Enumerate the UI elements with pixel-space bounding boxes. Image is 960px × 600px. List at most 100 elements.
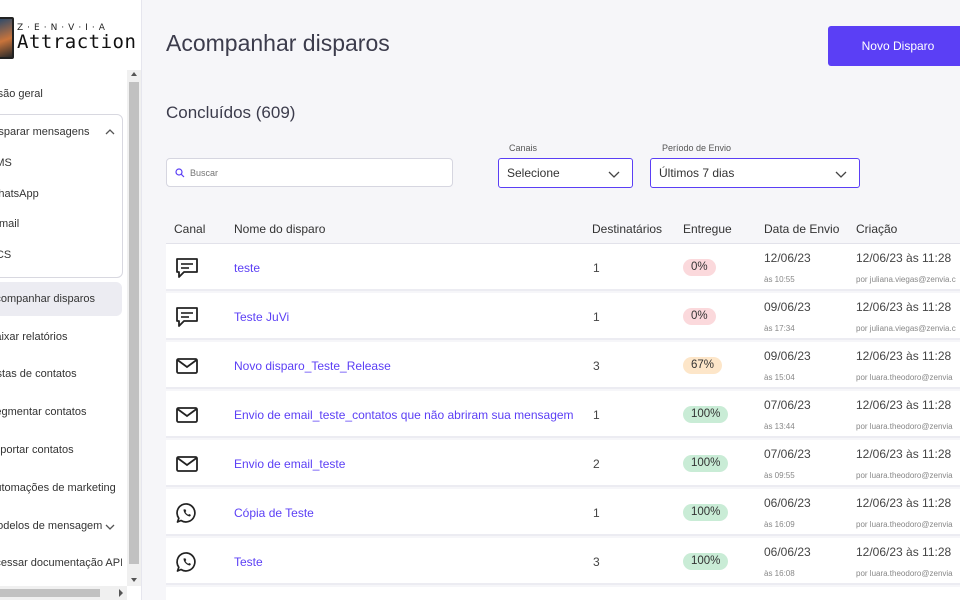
send-name-link[interactable]: Teste	[234, 555, 263, 569]
main-content: Acompanhar disparos Novo Disparo Concluí…	[142, 0, 960, 600]
sidebar-item-api-docs[interactable]: Acessar documentação API	[0, 555, 122, 571]
sms-icon	[176, 307, 198, 327]
send-date: 06/06/23	[764, 496, 811, 510]
created-date: 12/06/23 às 11:28	[856, 545, 952, 559]
whatsapp-icon	[176, 552, 196, 572]
table-row[interactable]: Novo disparo_Teste_Release 3 67% 09/06/2…	[166, 342, 960, 389]
recipients-count: 1	[593, 310, 600, 324]
created-by: por luara.theodoro@zenvia	[856, 471, 953, 480]
col-header-recipients[interactable]: Destinatários	[592, 222, 663, 236]
scroll-down-arrow-icon[interactable]	[131, 578, 137, 582]
sidebar-item-label: WhatsApp	[0, 188, 39, 200]
delivered-badge: 100%	[683, 455, 729, 472]
created-by: por juliana.viegas@zenvia.c	[856, 275, 956, 284]
created-by: por luara.theodoro@zenvia	[856, 520, 953, 529]
created-by: por luara.theodoro@zenvia	[856, 422, 953, 431]
new-send-button[interactable]: Novo Disparo	[828, 26, 960, 66]
table-row[interactable]: Teste JuVi 1 0% 09/06/23 às 17:34 12/06/…	[166, 293, 960, 340]
send-time: às 16:08	[764, 569, 795, 578]
sidebar-item-track-sends[interactable]: Acompanhar disparos	[0, 282, 122, 316]
sms-icon	[176, 258, 198, 278]
recipients-count: 1	[593, 506, 600, 520]
created-date: 12/06/23 às 11:28	[856, 251, 952, 265]
sidebar-item-email[interactable]: E-mail	[0, 216, 122, 232]
email-icon	[176, 358, 198, 374]
delivered-badge: 67%	[683, 357, 723, 374]
channels-label: Canais	[509, 143, 538, 153]
col-header-channel[interactable]: Canal	[174, 222, 206, 236]
recipients-count: 3	[593, 555, 600, 569]
scroll-up-arrow-icon[interactable]	[131, 72, 137, 76]
sidebar-item-marketing-automations[interactable]: Automações de marketing	[0, 480, 122, 496]
sidebar-item-label: Listas de contatos	[0, 368, 77, 380]
col-header-created[interactable]: Criação	[856, 222, 898, 236]
table-row[interactable]	[166, 587, 960, 600]
send-name-link[interactable]: Envio de email_teste	[234, 457, 346, 471]
send-time: às 15:04	[764, 373, 795, 382]
sidebar-horizontal-scrollbar[interactable]	[0, 586, 127, 600]
sidebar-item-overview[interactable]: Visão geral	[0, 86, 122, 102]
col-header-name[interactable]: Nome do disparo	[234, 222, 326, 236]
send-date: 07/06/23	[764, 447, 811, 461]
search-field[interactable]	[166, 158, 453, 187]
send-time: às 10:55	[764, 275, 795, 284]
sidebar-item-send-messages[interactable]: Disparar mensagens	[0, 124, 122, 140]
sidebar-item-label: Segmentar contatos	[0, 406, 87, 418]
sidebar-item-label: E-mail	[0, 218, 20, 230]
created-date: 12/06/23 às 11:28	[856, 349, 952, 363]
sidebar-item-label: Acompanhar disparos	[0, 293, 96, 305]
scroll-thumb[interactable]	[129, 82, 139, 564]
sidebar-item-label: Modelos de mensagem	[0, 520, 103, 532]
period-select-value: Últimos 7 dias	[659, 166, 735, 180]
send-name-link[interactable]: Envio de email_teste_contatos que não ab…	[234, 408, 574, 422]
created-by: por luara.theodoro@zenvia	[856, 569, 953, 578]
send-name-link[interactable]: Novo disparo_Teste_Release	[234, 359, 391, 373]
sidebar-item-sms[interactable]: SMS	[0, 155, 122, 171]
sidebar-item-contact-lists[interactable]: Listas de contatos	[0, 366, 122, 382]
table-row[interactable]: Cópia de Teste 1 100% 06/06/23 às 16:09 …	[166, 489, 960, 536]
send-name-link[interactable]: teste	[234, 261, 261, 275]
created-by: por luara.theodoro@zenvia	[856, 373, 953, 382]
sidebar-item-label: Visão geral	[0, 88, 43, 100]
delivered-badge: 100%	[683, 406, 729, 423]
chevron-down-icon	[608, 171, 620, 178]
hscroll-thumb[interactable]	[0, 589, 100, 597]
sidebar-vertical-scrollbar[interactable]	[127, 70, 141, 586]
table-row[interactable]: teste 1 0% 12/06/23 às 10:55 12/06/23 às…	[166, 244, 960, 291]
delivered-badge: 100%	[683, 504, 729, 521]
sidebar-item-rcs[interactable]: RCS	[0, 247, 122, 263]
channels-select[interactable]: Selecione	[498, 158, 633, 188]
email-icon	[176, 456, 198, 472]
sidebar-item-segment-contacts[interactable]: Segmentar contatos	[0, 404, 122, 420]
search-input[interactable]	[190, 167, 430, 178]
sidebar-item-label: Disparar mensagens	[0, 126, 90, 138]
send-time: às 16:09	[764, 520, 795, 529]
sidebar-item-whatsapp[interactable]: WhatsApp	[0, 186, 122, 202]
delivered-badge: 0%	[683, 259, 716, 276]
table-row[interactable]: Envio de email_teste 2 100% 07/06/23 às …	[166, 440, 960, 487]
sidebar-item-label: SMS	[0, 157, 12, 169]
recipients-count: 1	[593, 408, 600, 422]
col-header-send-date[interactable]: Data de Envio	[764, 222, 840, 236]
chevron-down-icon	[105, 524, 115, 530]
period-select[interactable]: Últimos 7 dias	[650, 158, 860, 188]
col-header-delivered[interactable]: Entregue	[683, 222, 732, 236]
sidebar-item-message-templates[interactable]: Modelos de mensagem	[0, 518, 122, 534]
scroll-right-arrow-icon[interactable]	[119, 589, 123, 597]
chevron-up-icon	[105, 129, 115, 135]
logo-brand: Z·E·N·V·I·A	[17, 23, 109, 33]
chevron-down-icon	[835, 171, 847, 178]
logo[interactable]: Z·E·N·V·I·A Attraction	[0, 16, 136, 60]
send-name-link[interactable]: Teste JuVi	[234, 310, 290, 324]
send-name-link[interactable]: Cópia de Teste	[234, 506, 314, 520]
recipients-count: 2	[593, 457, 600, 471]
logo-image	[0, 17, 14, 59]
recipients-count: 3	[593, 359, 600, 373]
table-row[interactable]: Envio de email_teste_contatos que não ab…	[166, 391, 960, 438]
sidebar-item-download-reports[interactable]: Baixar relatórios	[0, 329, 122, 345]
table-row[interactable]: Teste 3 100% 06/06/23 às 16:08 12/06/23 …	[166, 538, 960, 585]
created-date: 12/06/23 às 11:28	[856, 398, 952, 412]
sidebar-item-label: Baixar relatórios	[0, 331, 68, 343]
sidebar-item-import-contacts[interactable]: Importar contatos	[0, 442, 122, 458]
created-date: 12/06/23 às 11:28	[856, 496, 952, 510]
